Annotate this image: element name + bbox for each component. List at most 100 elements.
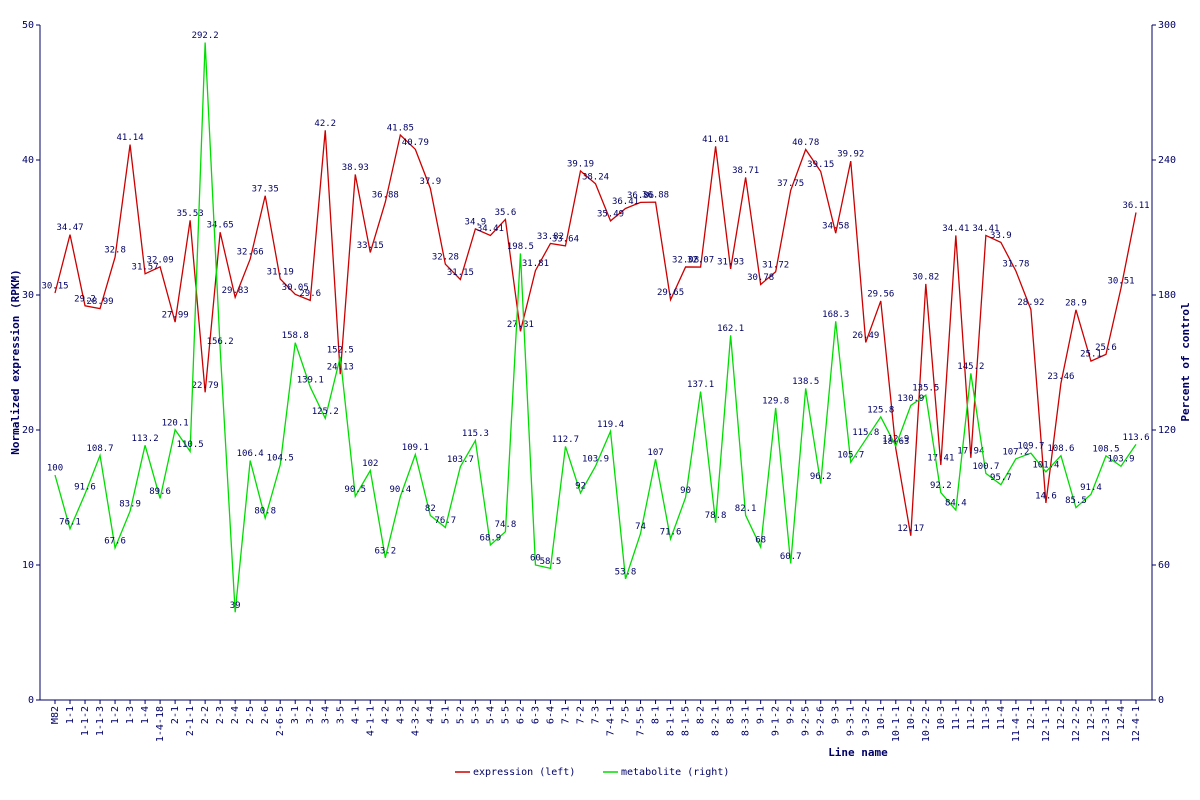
data-label: 102 [362,459,378,469]
y-tick-label: 10 [22,560,34,571]
x-tick-label: 5-2 [455,706,466,724]
x-tick-label: 4-1-1 [365,706,376,736]
data-label: 109.1 [402,443,429,453]
data-label: 107 [647,448,663,458]
data-label: 108.5 [1092,444,1119,454]
x-tick-label: 6-3 [530,706,541,724]
x-tick-label: 9-2-5 [801,706,812,736]
data-label: 84.4 [945,499,967,509]
x-tick-label: 11-4 [996,706,1007,730]
series-line [54,130,1137,536]
data-label: 42.2 [314,119,336,129]
x-tick-label: 5-3 [470,706,481,724]
data-label: 31.93 [717,257,744,267]
x-tick-label: 1-4 [140,706,151,724]
data-label: 33.64 [552,234,579,244]
y2-tick-label: 0 [1158,695,1164,706]
data-label: 91.6 [74,482,96,492]
data-label: 35.6 [495,208,517,218]
data-label: 152.5 [327,345,354,355]
data-label: 41.01 [702,135,729,145]
x-tick-label: 9-3-1 [846,706,857,736]
data-label: 119.4 [597,420,624,430]
legend-label: expression (left) [473,767,575,778]
data-label: 32.66 [237,248,264,258]
x-tick-label: 3-5 [335,706,346,724]
data-label: 39.15 [807,160,834,170]
data-label: 129.8 [762,396,789,406]
data-label: 96.2 [810,472,832,482]
data-label: 33.9 [990,231,1012,241]
y2-axis-title: Percent of control [1179,302,1192,421]
x-tick-label: 3-2 [305,706,316,724]
data-label: 92 [575,482,586,492]
x-tick-label: 2-4 [230,706,241,724]
data-label: 34.41 [972,224,999,234]
data-label: 107.2 [1002,447,1029,457]
data-label: 162.1 [717,324,744,334]
data-label: 108.6 [1047,444,1074,454]
x-tick-label: 7-3 [591,706,602,724]
y2-tick-label: 300 [1158,20,1176,31]
x-tick-label: 11-2 [966,706,977,730]
data-label: 113.2 [132,434,159,444]
data-label: 91.4 [1080,483,1102,493]
data-label: 156.2 [207,337,234,347]
data-label: 36.41 [612,197,639,207]
data-label: 138.5 [792,377,819,387]
data-label: 18.63 [882,437,909,447]
x-tick-label: 8-2-1 [711,706,722,736]
x-tick-label: 2-1 [170,706,181,724]
data-label: 125.2 [312,407,339,417]
y2-tick-label: 120 [1158,425,1176,436]
data-label: 35.49 [597,209,624,219]
x-tick-label: 2-2 [200,706,211,724]
data-label: 36.11 [1122,201,1149,211]
data-label: 74 [635,522,646,532]
x-tick-label: 9-1-2 [771,706,782,736]
data-label: 33.15 [357,241,384,251]
data-label: 83.9 [119,500,141,510]
data-label: 27.99 [162,311,189,321]
y2-tick-label: 180 [1158,290,1176,301]
x-tick-label: 9-2-6 [816,706,827,736]
data-label: 37.9 [420,177,442,187]
data-label: 36.88 [372,191,399,201]
data-label: 24.13 [327,363,354,373]
data-label: 29.83 [222,286,249,296]
data-label: 115.3 [462,429,489,439]
data-label: 130.9 [897,394,924,404]
y-tick-label: 40 [22,155,34,166]
data-label: 29.6 [299,289,321,299]
data-label: 108.7 [86,444,113,454]
data-label: 292.2 [192,31,219,41]
data-label: 90 [680,486,691,496]
x-tick-label: 1-2 [110,706,121,724]
x-tick-label: 1-1-3 [95,706,106,736]
data-label: 22.79 [192,381,219,391]
x-tick-label: 7-2 [575,706,586,724]
x-tick-label: 12-2 [1056,706,1067,730]
data-label: 38.24 [582,172,609,182]
data-label: 31.57 [132,262,159,272]
data-label: 112.7 [552,435,579,445]
x-tick-label: 9-3-2 [861,706,872,736]
data-label: 30.05 [282,283,309,293]
x-tick-label: 2-3 [215,706,226,724]
data-label: 120.1 [162,418,189,428]
x-tick-label: 2-6-5 [275,706,286,736]
data-label: 60 [530,554,541,564]
data-label: 29.65 [657,288,684,298]
data-label: 106.4 [237,449,264,459]
data-label: 100.7 [972,462,999,472]
data-label: 17.41 [927,453,954,463]
data-label: 32.08 [672,255,699,265]
data-label: 34.9 [465,217,487,227]
data-label: 34.65 [207,221,234,231]
x-tick-label: 7-4-1 [606,706,617,736]
data-label: 115.8 [852,428,879,438]
x-tick-label: 2-5 [245,706,256,724]
x-tick-label: 6-4 [545,706,556,724]
data-label: 68 [755,536,766,546]
data-label: 103.9 [582,455,609,465]
